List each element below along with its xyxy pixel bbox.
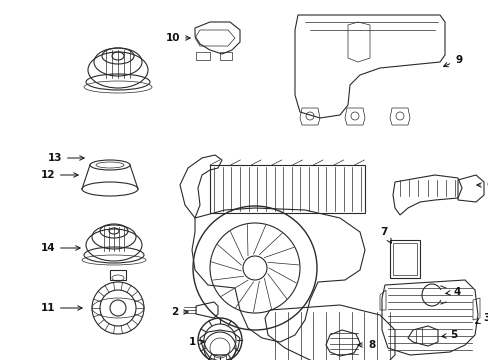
Text: 4: 4: [445, 287, 459, 297]
Text: 1: 1: [188, 337, 203, 347]
Text: 9: 9: [443, 55, 461, 67]
Text: 6: 6: [476, 180, 488, 190]
Bar: [110, 270, 126, 280]
Text: 14: 14: [41, 243, 80, 253]
Text: 10: 10: [165, 33, 190, 43]
Text: 13: 13: [47, 153, 84, 163]
Text: 7: 7: [380, 227, 390, 243]
Bar: [220, 52, 231, 60]
Bar: [214, 354, 225, 360]
Text: 8: 8: [357, 340, 374, 350]
Bar: [209, 165, 364, 213]
Bar: [389, 240, 419, 278]
Text: 11: 11: [41, 303, 82, 313]
Text: 12: 12: [41, 170, 78, 180]
Bar: [196, 52, 209, 60]
Text: 5: 5: [441, 330, 456, 340]
Text: 3: 3: [474, 313, 488, 323]
Bar: [392, 243, 416, 275]
Text: 2: 2: [170, 307, 188, 317]
